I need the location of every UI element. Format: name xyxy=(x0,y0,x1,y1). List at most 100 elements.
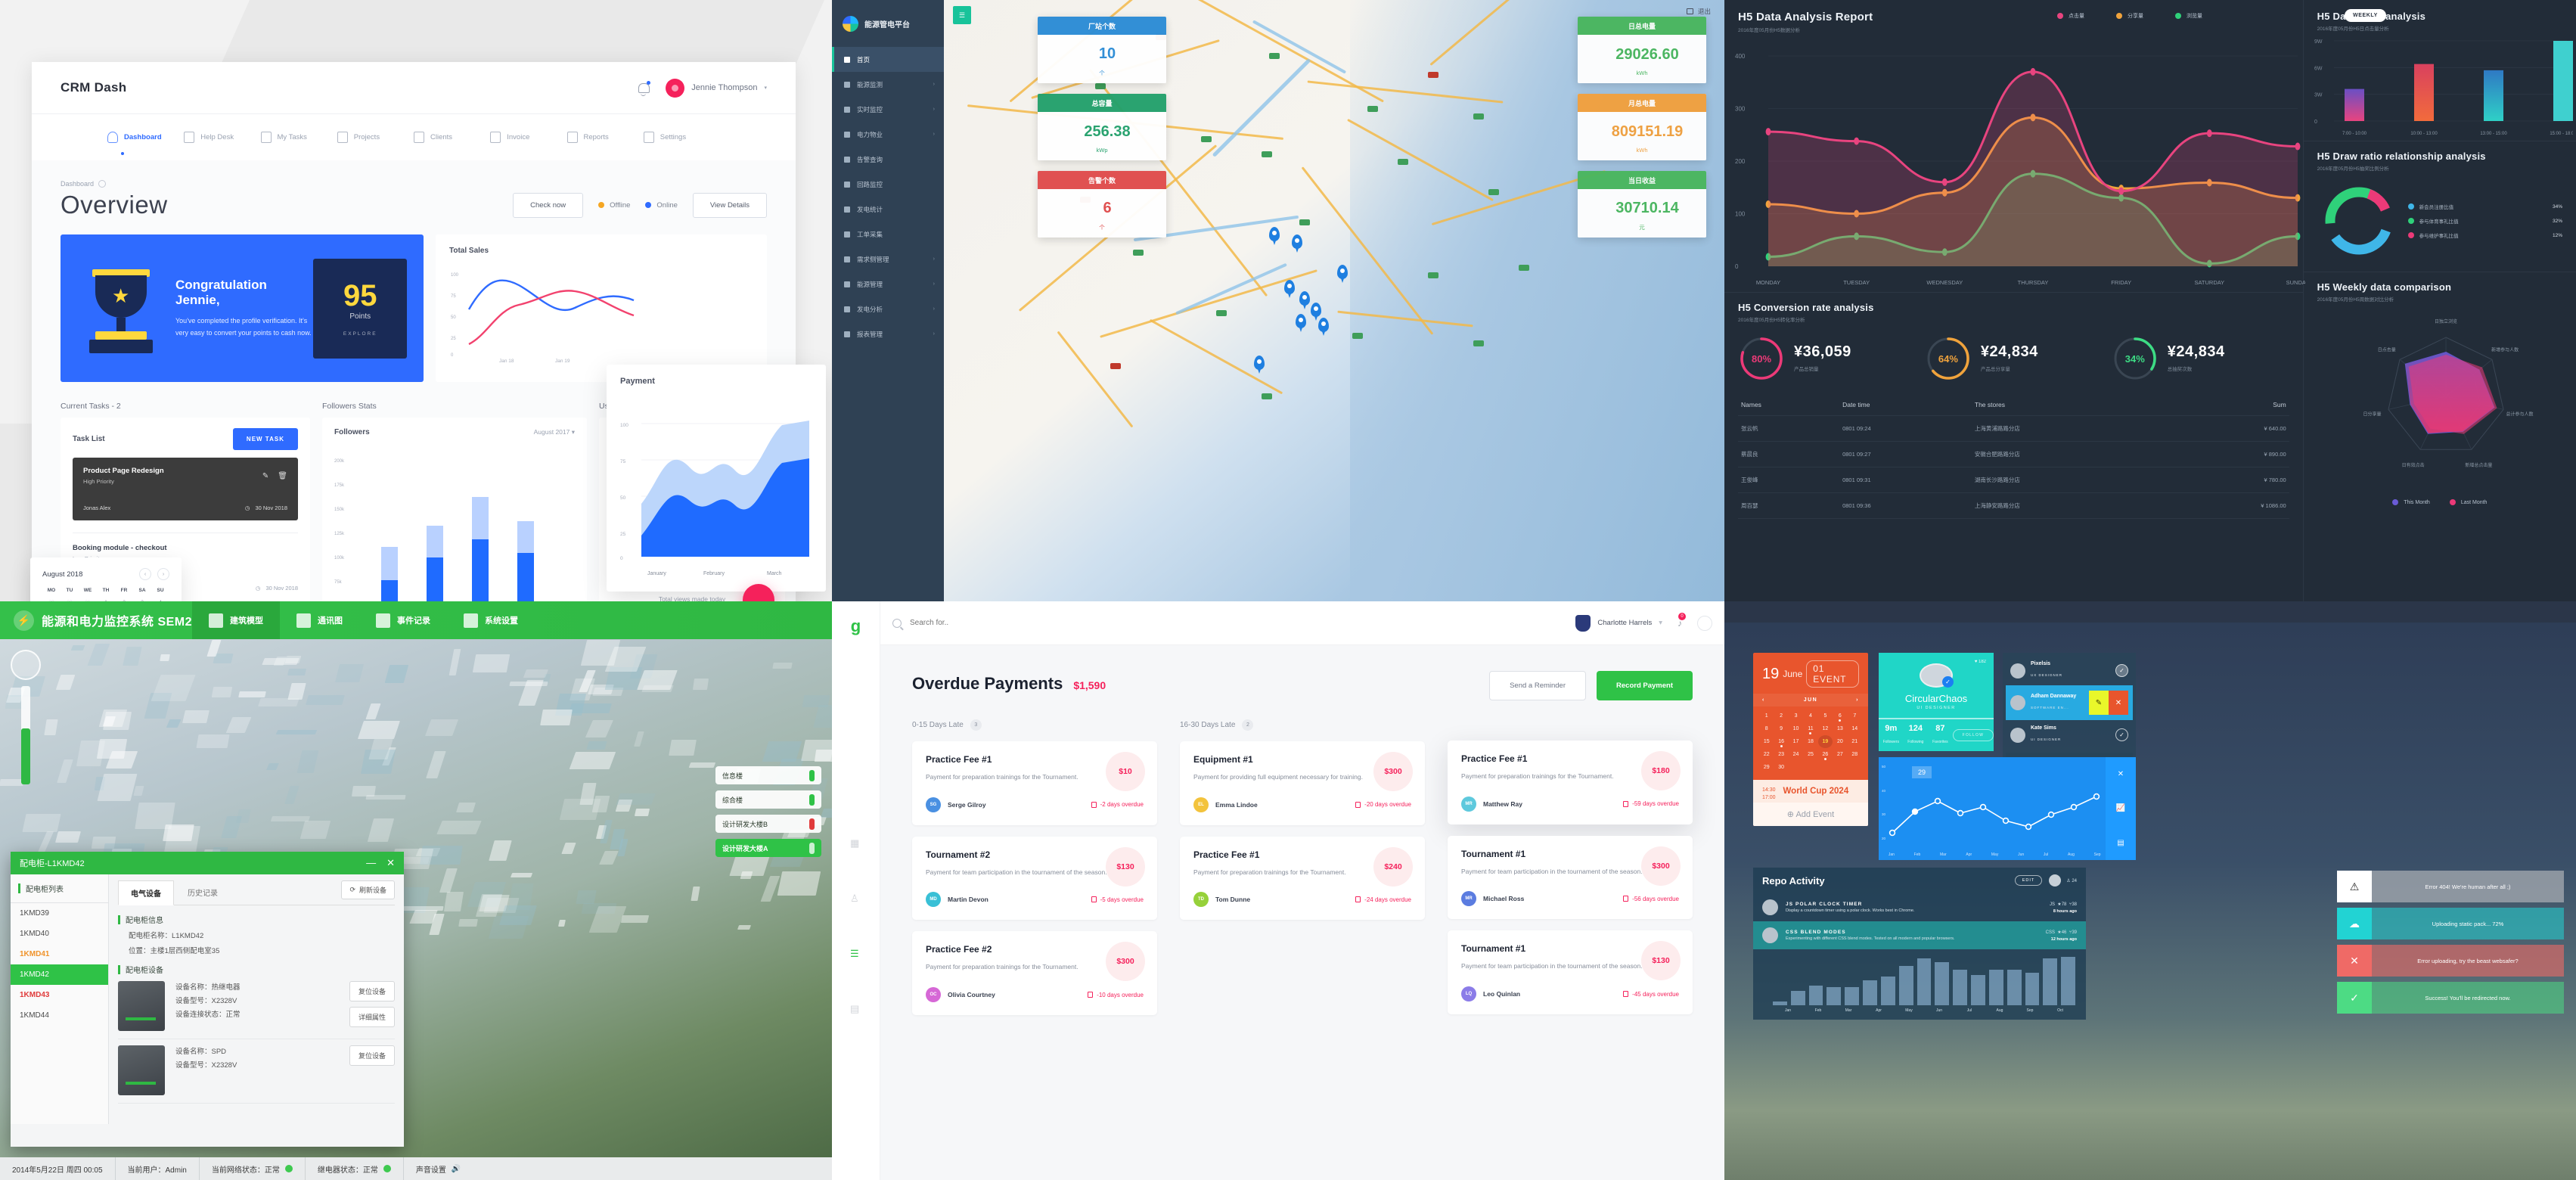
sem2-tab-events[interactable]: 事件记录 xyxy=(359,601,447,639)
map-marker-pin[interactable] xyxy=(1292,234,1302,253)
map-marker-pin[interactable] xyxy=(1296,314,1306,332)
cabinet-list-item[interactable]: 1KMD43 xyxy=(20,991,50,999)
calendar-day-cell[interactable]: 24 xyxy=(1792,752,1799,757)
notification-bell-icon[interactable]: ♪ 0 xyxy=(1678,612,1686,630)
dialog-tab-history[interactable]: 历史记录 xyxy=(188,890,218,898)
sidebar-icon-people[interactable]: ♙ xyxy=(850,893,859,904)
tab-clients[interactable]: Clients xyxy=(414,132,490,143)
reset-device-button[interactable]: 复位设备 xyxy=(349,981,395,1001)
cabinet-list-item[interactable]: 1KMD39 xyxy=(20,909,49,918)
cabinet-list-item[interactable]: 1KMD44 xyxy=(20,1011,49,1020)
map-marker-pin[interactable] xyxy=(1299,291,1310,309)
tab-invoice[interactable]: Invoice xyxy=(490,132,566,143)
map-marker-pin[interactable] xyxy=(1311,303,1321,321)
calendar-day-cell[interactable]: 7 xyxy=(1853,713,1857,719)
overlay-info-building[interactable]: 信息楼 xyxy=(715,766,821,784)
reset-device-button[interactable]: 复位设备 xyxy=(349,1045,395,1066)
tab-help-desk[interactable]: Help Desk xyxy=(184,132,260,143)
map-marker-pin[interactable] xyxy=(1254,356,1265,374)
fab-button[interactable] xyxy=(743,584,774,601)
map-marker-pin[interactable] xyxy=(1337,265,1348,283)
calendar-day-cell[interactable]: 14 xyxy=(1851,726,1858,731)
record-payment-button[interactable]: Record Payment xyxy=(1597,671,1693,700)
tab-dashboard[interactable]: Dashboard xyxy=(107,132,184,155)
payment-card[interactable]: Practice Fee #1 $240 Payment for preparati… xyxy=(1180,836,1425,921)
payment-card[interactable]: Tournament #1 $130 Payment for team partic… xyxy=(1448,930,1693,1015)
calendar-day-cell[interactable]: 6 xyxy=(1833,710,1847,722)
weekly-toggle-button[interactable]: WEEKLY xyxy=(2345,9,2386,22)
calendar-day-cell[interactable]: 9 xyxy=(1780,726,1783,731)
alert-info[interactable]: ☁ Uploading static pack... 72% xyxy=(2337,908,2564,939)
calendar-day-cell[interactable]: 19 xyxy=(1817,735,1833,748)
dialog-tab-devices[interactable]: 电气设备 xyxy=(118,880,174,905)
alert-warning[interactable]: ⚠ Error 404! We're human after all ;) xyxy=(2337,871,2564,902)
grid-icon[interactable]: ▤ xyxy=(2117,838,2124,847)
calendar-days-grid[interactable]: 1 2 3 4 5 6 7 8 9 10 11 12 13 14 15 16 17 18 19 20 21 22 23 24 2… xyxy=(1753,706,1868,780)
calendar-day-cell[interactable]: 4 xyxy=(151,600,169,601)
check-icon[interactable]: ✓ xyxy=(2115,664,2128,677)
map-canvas[interactable]: ☰ 退出 厂站个数 10 个 总容量 256.38 kWp 告警个 xyxy=(944,0,1724,601)
calendar-day-cell[interactable]: 22 xyxy=(1763,752,1770,757)
payment-card[interactable]: Practice Fee #1 $10 Payment for preparatio… xyxy=(912,741,1157,825)
calendar-day-cell[interactable]: 15 xyxy=(1763,739,1770,744)
close-icon[interactable]: ✕ xyxy=(386,857,395,868)
help-icon[interactable] xyxy=(1697,615,1712,631)
repo-item-2[interactable]: CSS BLEND MODES Experimenting with diffe… xyxy=(1753,921,2086,949)
menu-item-首页[interactable]: 首页 xyxy=(832,47,944,72)
menu-item-能源管理[interactable]: 能源管理 › xyxy=(832,272,944,297)
payment-card[interactable]: Practice Fee #2 $300 Payment for preparati… xyxy=(912,931,1157,1016)
tab-projects[interactable]: Projects xyxy=(337,132,414,143)
map-marker-pin[interactable] xyxy=(1318,318,1329,336)
alert-error[interactable]: ✕ Error uploading, try the beast websafer… xyxy=(2337,945,2564,977)
calendar-day-cell[interactable]: 2 xyxy=(115,600,133,601)
calendar-day-cell[interactable]: 20 xyxy=(1836,739,1843,744)
check-icon[interactable]: ✓ xyxy=(2115,728,2128,741)
repo-item-1[interactable]: JS POLAR CLOCK TIMER Display a countdown… xyxy=(1753,893,2086,921)
menu-item-电力物业[interactable]: 电力物业 › xyxy=(832,122,944,147)
calendar-day-cell[interactable]: 26 xyxy=(1818,748,1833,761)
follow-button[interactable]: FOLLOW xyxy=(1952,729,1994,741)
calendar-day-cell[interactable]: 4 xyxy=(1809,713,1812,719)
calendar-day-cell[interactable]: 23 xyxy=(1778,752,1785,757)
edit-icon[interactable]: ✎ xyxy=(2089,691,2109,715)
calendar-day-cell[interactable]: 8 xyxy=(1764,726,1768,731)
calendar-day-cell[interactable]: 1 xyxy=(97,600,115,601)
delete-icon[interactable]: 🗑 xyxy=(278,471,287,480)
cabinet-list-item[interactable]: 1KMD40 xyxy=(20,930,49,938)
calendar-event-row[interactable]: 14:30 17:00 World Cup 2024 xyxy=(1753,780,1868,803)
payment-card[interactable]: Tournament #2 $130 Payment for team partic… xyxy=(912,836,1157,921)
user-list-item[interactable]: Adham Dannaway SOFTWARE EN... ✎ ✕ xyxy=(2006,685,2133,720)
calendar-day-cell[interactable]: 5 xyxy=(1823,713,1827,719)
payment-card[interactable]: Tournament #1 $300 Payment for team partic… xyxy=(1448,835,1693,920)
chevron-down-icon[interactable]: ▾ xyxy=(764,85,767,91)
device-detail-button[interactable]: 详细属性 xyxy=(349,1007,395,1027)
calendar-day-cell[interactable]: 31 xyxy=(79,600,97,601)
add-event-button[interactable]: ⊕ Add Event xyxy=(1753,803,1868,826)
calendar-day-cell[interactable]: 27 xyxy=(1836,752,1843,757)
sidebar-icon-dashboard[interactable]: ▦ xyxy=(850,837,860,849)
send-reminder-button[interactable]: Send a Reminder xyxy=(1489,671,1587,700)
crm-username[interactable]: Jennie Thompson xyxy=(691,83,758,92)
calendar-grid[interactable]: MOTUWETHFRSASU29303112345678910111213141… xyxy=(42,588,169,601)
view-details-button[interactable]: View Details xyxy=(692,192,767,218)
calendar-day-cell[interactable]: 12 xyxy=(1822,726,1829,731)
payment-card[interactable]: Equipment #1 $300 Payment for providing fu… xyxy=(1180,741,1425,825)
calendar-day-cell[interactable]: 28 xyxy=(1851,752,1858,757)
refresh-devices-button[interactable]: ⟳ 刷新设备 xyxy=(341,880,395,899)
calendar-day-cell[interactable]: 10 xyxy=(1792,726,1799,731)
menu-item-告警查询[interactable]: 告警查询 xyxy=(832,147,944,172)
map-marker-pin[interactable] xyxy=(1284,280,1295,298)
menu-item-实时监控[interactable]: 实时监控 › xyxy=(832,97,944,122)
calendar-day-cell[interactable]: 3 xyxy=(1794,713,1798,719)
notification-bell-icon[interactable] xyxy=(638,80,651,96)
calendar-day-cell[interactable]: 16 xyxy=(1774,735,1788,748)
minimize-icon[interactable]: — xyxy=(366,857,377,868)
overlay-rd-building-a[interactable]: 设计研发大楼A xyxy=(715,839,821,857)
calendar-next-icon[interactable]: › xyxy=(157,568,169,580)
search-input[interactable] xyxy=(910,619,1137,627)
menu-item-回路监控[interactable]: 回路监控 xyxy=(832,172,944,197)
calendar-day-cell[interactable]: 11 xyxy=(1803,722,1817,735)
close-icon[interactable]: ✕ xyxy=(2109,691,2128,715)
sidebar-icon-reports[interactable]: ▤ xyxy=(850,1003,860,1014)
tab-reports[interactable]: Reports xyxy=(566,132,644,143)
